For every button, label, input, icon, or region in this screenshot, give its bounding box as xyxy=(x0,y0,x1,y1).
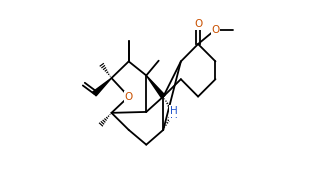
Text: O: O xyxy=(125,92,133,102)
Polygon shape xyxy=(93,78,112,96)
Polygon shape xyxy=(146,75,165,98)
Text: H: H xyxy=(170,110,178,120)
Text: O: O xyxy=(194,19,202,29)
Text: H: H xyxy=(170,106,178,116)
Text: O: O xyxy=(211,25,219,35)
